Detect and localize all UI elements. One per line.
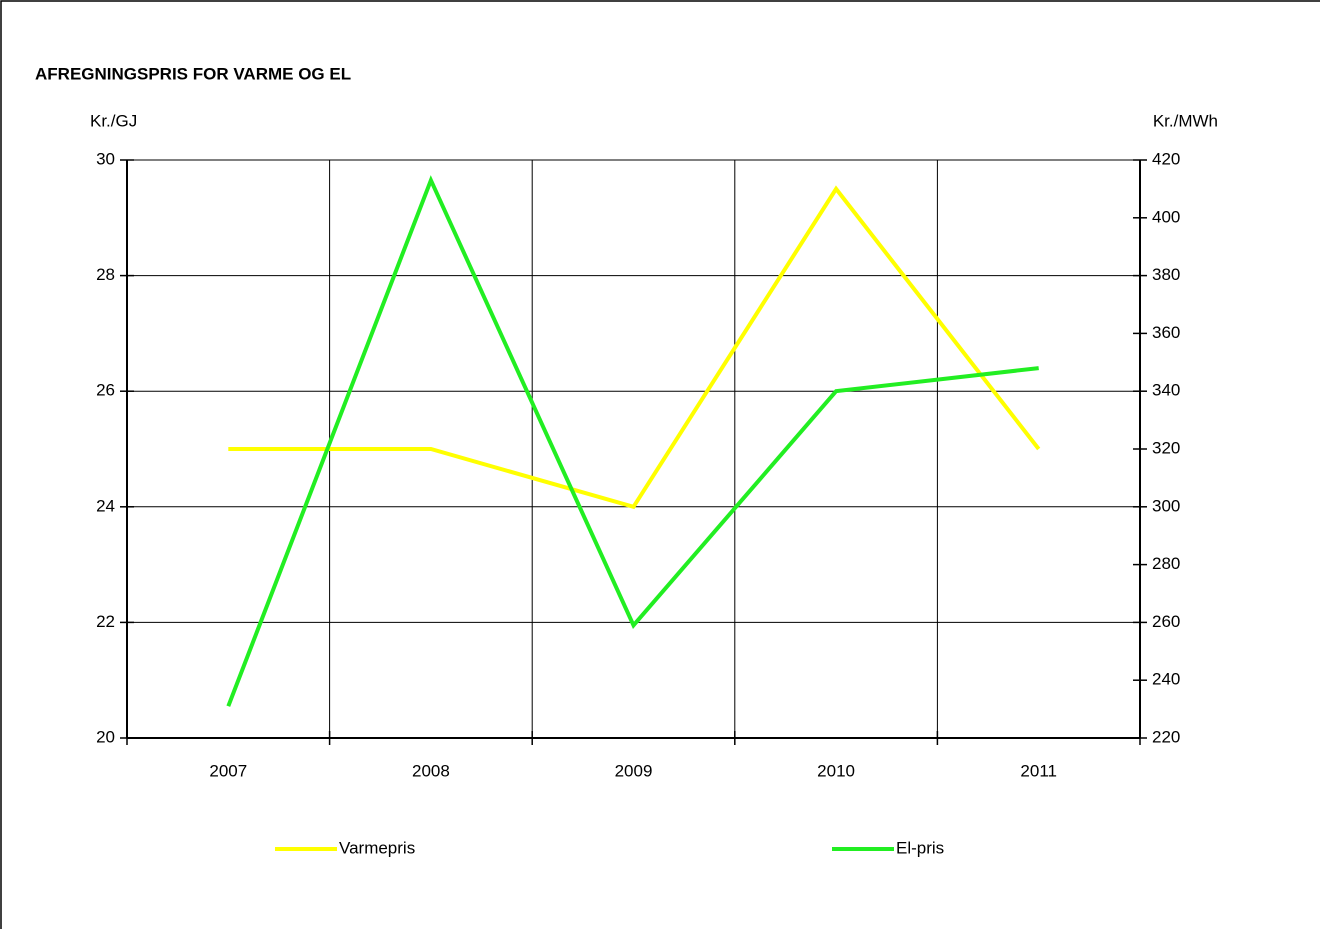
y2-axis-label: Kr./MWh — [1153, 111, 1218, 130]
x-tick-label: 2011 — [1020, 761, 1057, 780]
y-axis-label: Kr./GJ — [90, 111, 137, 130]
legend-label: El-pris — [896, 838, 944, 857]
y-tick-label: 22 — [96, 612, 115, 631]
y-tick-label: 30 — [96, 149, 115, 168]
legend-label: Varmepris — [339, 838, 415, 857]
series-line — [226, 175, 1039, 707]
chart-title: AFREGNINGSPRIS FOR VARME OG EL — [35, 64, 351, 83]
y2-tick-label: 400 — [1152, 207, 1180, 226]
y2-tick-label: 280 — [1152, 554, 1180, 573]
x-tick-label: 2010 — [817, 761, 855, 780]
y-tick-label: 20 — [96, 727, 115, 746]
y2-tick-label: 300 — [1152, 496, 1180, 515]
y2-tick-label: 380 — [1152, 265, 1180, 284]
y2-tick-label: 340 — [1152, 381, 1180, 400]
x-tick-label: 2007 — [209, 761, 247, 780]
y2-tick-label: 260 — [1152, 612, 1180, 631]
series-line — [228, 185, 1041, 510]
y2-tick-label: 420 — [1152, 149, 1180, 168]
y2-tick-label: 220 — [1152, 727, 1180, 746]
y2-tick-label: 360 — [1152, 323, 1180, 342]
y-tick-label: 24 — [96, 496, 115, 515]
y2-tick-label: 320 — [1152, 438, 1180, 457]
y-tick-label: 28 — [96, 265, 115, 284]
y2-tick-label: 240 — [1152, 670, 1180, 689]
y-tick-label: 26 — [96, 381, 115, 400]
x-tick-label: 2008 — [412, 761, 450, 780]
x-tick-label: 2009 — [615, 761, 653, 780]
